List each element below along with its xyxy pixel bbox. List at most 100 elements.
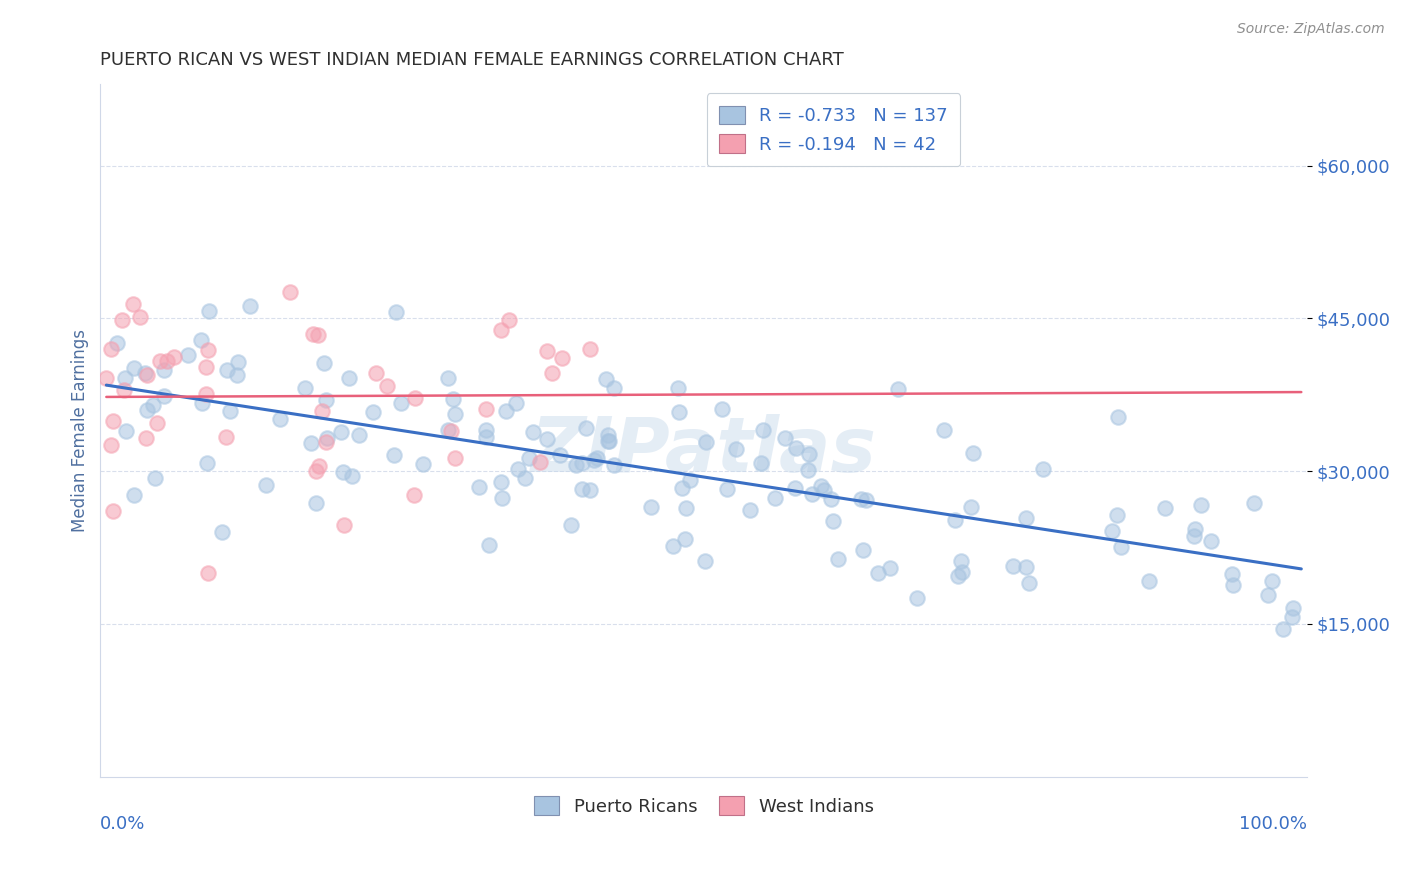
Point (740, 503, 762, 517)
Point (579, 483, 602, 497)
Point (339, 370, 361, 384)
Point (347, 428, 370, 442)
Point (366, 366, 388, 380)
Point (315, 435, 337, 450)
Point (115, 424, 138, 438)
Point (1101, 524, 1123, 538)
Point (517, 450, 540, 465)
Point (575, 421, 598, 435)
Text: 0.0%: 0.0% (100, 814, 146, 833)
Point (1032, 462, 1054, 476)
Point (402, 488, 425, 502)
Point (156, 354, 179, 368)
Point (1222, 578, 1244, 592)
Point (785, 441, 807, 455)
Point (190, 334, 212, 348)
Point (114, 371, 136, 385)
Point (640, 500, 662, 514)
Point (444, 450, 467, 465)
Point (1002, 559, 1025, 574)
Point (775, 430, 797, 444)
Point (852, 542, 875, 557)
Y-axis label: Median Female Earnings: Median Female Earnings (72, 329, 89, 532)
Point (1107, 410, 1129, 425)
Text: ZIPatlas: ZIPatlas (531, 414, 877, 488)
Point (375, 379, 398, 393)
Text: Source: ZipAtlas.com: Source: ZipAtlas.com (1237, 22, 1385, 37)
Point (211, 524, 233, 539)
Point (948, 569, 970, 583)
Point (149, 354, 172, 368)
Point (194, 360, 217, 375)
Point (1220, 566, 1243, 581)
Point (571, 456, 593, 470)
Point (491, 491, 513, 506)
Point (254, 478, 277, 492)
Point (666, 381, 689, 395)
Point (305, 464, 328, 478)
Point (1184, 522, 1206, 536)
Point (536, 343, 558, 358)
Point (578, 342, 600, 356)
Point (868, 566, 890, 580)
Point (675, 501, 697, 516)
Point (1015, 510, 1038, 524)
Point (308, 458, 330, 473)
Point (311, 404, 333, 418)
Point (315, 431, 337, 445)
Point (111, 312, 134, 326)
Point (100, 438, 122, 452)
Point (716, 482, 738, 496)
Point (305, 496, 328, 510)
Point (693, 554, 716, 568)
Point (849, 492, 872, 507)
Point (340, 468, 363, 483)
Point (361, 405, 384, 419)
Point (529, 455, 551, 469)
Point (389, 396, 412, 410)
Point (596, 427, 619, 442)
Point (962, 445, 984, 459)
Point (315, 392, 337, 407)
Point (333, 518, 356, 533)
Point (595, 371, 617, 385)
Point (586, 450, 609, 465)
Point (1199, 534, 1222, 549)
Point (122, 297, 145, 311)
Point (1018, 575, 1040, 590)
Point (269, 412, 291, 426)
Point (855, 493, 877, 508)
Point (1109, 540, 1132, 554)
Point (668, 404, 690, 418)
Point (96, 371, 118, 385)
Point (177, 348, 200, 362)
Point (943, 513, 966, 527)
Point (505, 396, 527, 410)
Point (437, 423, 460, 437)
Point (797, 463, 820, 477)
Point (823, 515, 845, 529)
Point (550, 351, 572, 365)
Point (725, 442, 748, 456)
Point (1105, 508, 1128, 522)
Point (498, 312, 520, 326)
Point (136, 402, 159, 417)
Point (299, 436, 322, 450)
Legend: Puerto Ricans, West Indians: Puerto Ricans, West Indians (523, 786, 884, 827)
Point (332, 466, 354, 480)
Point (749, 456, 772, 470)
Point (301, 326, 323, 341)
Point (215, 430, 238, 444)
Point (329, 425, 352, 440)
Point (1243, 496, 1265, 510)
Point (385, 305, 408, 319)
Point (1257, 588, 1279, 602)
Point (112, 384, 135, 398)
Point (1272, 622, 1295, 636)
Point (763, 491, 786, 505)
Point (879, 560, 901, 574)
Point (475, 401, 498, 416)
Point (219, 404, 242, 418)
Text: PUERTO RICAN VS WEST INDIAN MEDIAN FEMALE EARNINGS CORRELATION CHART: PUERTO RICAN VS WEST INDIAN MEDIAN FEMAL… (100, 51, 844, 69)
Point (603, 458, 626, 472)
